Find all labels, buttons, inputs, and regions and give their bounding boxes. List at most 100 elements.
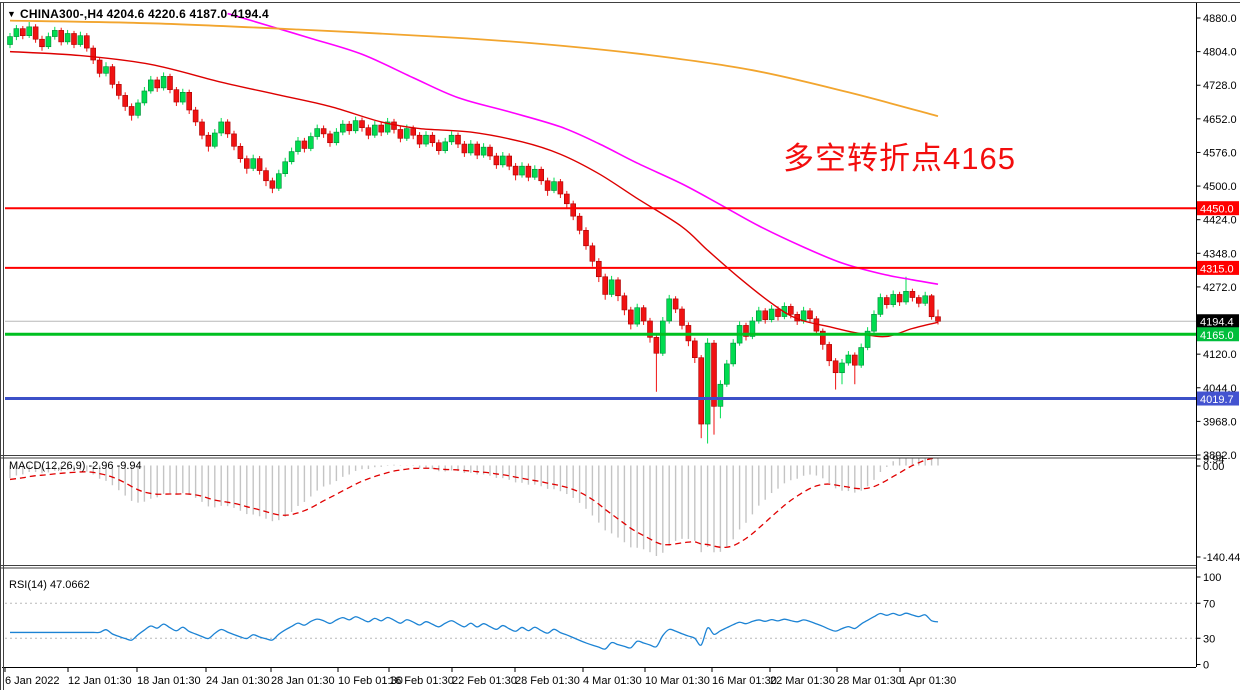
candle-body (570, 203, 577, 217)
candle-body (807, 310, 813, 320)
candle-body (51, 30, 58, 37)
candle-body (359, 120, 365, 128)
svg-text:4194.4: 4194.4 (1200, 317, 1234, 329)
price-tick-label: 4576.0 (1203, 147, 1237, 159)
candle-body (653, 337, 660, 354)
candle-body (551, 181, 557, 191)
candle-body (659, 320, 666, 354)
candle-body (621, 295, 628, 311)
price-tick-label: 4880.0 (1203, 13, 1237, 25)
candle-body (775, 308, 781, 317)
candle-body (122, 95, 128, 107)
candle-body (647, 320, 653, 338)
candle-body (237, 145, 244, 159)
candle-body (397, 129, 404, 139)
candle-body (762, 310, 769, 320)
candle-body (890, 294, 897, 305)
price-badge-4315.0: 4315.0 (1197, 260, 1239, 275)
time-tick-label: 18 Jan 01:30 (137, 675, 201, 687)
candle-body (148, 79, 154, 92)
candle-body (13, 28, 20, 37)
symbol-dropdown-icon[interactable]: ▼ (7, 9, 16, 19)
time-tick-label: 6 Jan 2022 (5, 675, 59, 687)
ma-slow-orange-line (9, 19, 939, 118)
price-tick-label: 4728.0 (1203, 80, 1237, 92)
candle-body (672, 298, 679, 310)
candle-body (915, 297, 922, 304)
time-tick-label: 22 Feb 01:30 (452, 675, 517, 687)
candle-body (576, 215, 583, 231)
time-tick-label: 28 Feb 01:30 (515, 675, 580, 687)
candle-body (307, 136, 314, 149)
svg-text:4165.0: 4165.0 (1200, 330, 1234, 342)
candle-body (512, 165, 519, 176)
macd-signal-line (9, 458, 938, 549)
candle-body (7, 36, 13, 45)
price-tick-label: 4652.0 (1203, 114, 1237, 126)
candle-body (32, 26, 39, 40)
candle-body (186, 92, 192, 111)
macd-histogram (9, 458, 939, 556)
candle-body (384, 121, 391, 133)
candle-body (77, 35, 84, 45)
candle-body (519, 165, 525, 176)
macd-axis-label: 9.94 (1203, 454, 1224, 466)
rsi-axis-label: 30 (1203, 633, 1215, 645)
candle-body (903, 291, 909, 303)
rsi-line (10, 612, 939, 650)
candle-body (615, 279, 621, 297)
candle-body (819, 330, 826, 345)
candle-body (461, 143, 468, 154)
candle-body (96, 59, 103, 74)
candle-body (141, 90, 148, 104)
candle-body (90, 47, 96, 61)
time-tick-label: 12 Jan 01:30 (68, 675, 132, 687)
candle-body (135, 102, 141, 116)
candle-body (506, 155, 513, 167)
candle-body (883, 297, 890, 305)
candle-body (583, 230, 589, 247)
candle-body (167, 76, 173, 90)
candle-body (64, 33, 71, 43)
time-tick-label: 16 Mar 01:30 (712, 675, 777, 687)
price-axis[interactable]: 4880.0 4804.0 4728.0 4652.0 4576.0 4500.0 4424… (1196, 13, 1240, 462)
candle-body (71, 33, 77, 45)
rsi-panel[interactable] (5, 602, 1196, 650)
price-tick-label: 4500.0 (1203, 181, 1237, 193)
time-tick-label: 22 Mar 01:30 (770, 675, 835, 687)
candle-body (666, 298, 673, 322)
candle-body (327, 133, 333, 144)
price-tick-label: 3968.0 (1203, 416, 1237, 428)
rsi-axis-label: 0 (1203, 660, 1209, 672)
macd-axis[interactable]: 9.940.00 -140.44 (1196, 454, 1240, 564)
candle-body (723, 363, 730, 385)
time-tick-label: 4 Mar 01:30 (583, 675, 642, 687)
candle-body (595, 260, 602, 278)
candle-body (602, 276, 609, 295)
main-price-panel[interactable] (5, 12, 1196, 444)
candle-body (743, 325, 749, 337)
time-axis[interactable]: 6 Jan 2022 12 Jan 01:30 18 Jan 01:30 24 Jan… (2, 667, 1196, 688)
candle-body (698, 357, 705, 425)
macd-axis-label: -140.44 (1203, 552, 1240, 564)
candle-body (755, 310, 762, 322)
candle-body (39, 38, 45, 48)
candle-body (627, 309, 634, 325)
candle-body (288, 151, 295, 163)
rsi-axis[interactable]: 100 70 30 0 (1196, 572, 1222, 672)
candle-body (192, 109, 199, 123)
candle-body (640, 307, 647, 322)
candle-body (173, 89, 180, 103)
rsi-axis-label: 70 (1203, 598, 1215, 610)
candle-body (116, 84, 122, 96)
macd-panel[interactable] (9, 450, 939, 556)
price-tick-label: 4272.0 (1203, 282, 1237, 294)
candle-body (442, 141, 449, 151)
candle-body (84, 35, 90, 49)
price-tick-label: 4120.0 (1203, 349, 1237, 361)
candle-body (877, 297, 884, 315)
candle-body (467, 143, 474, 154)
price-tick-label: 4804.0 (1203, 47, 1237, 59)
candle-body (19, 28, 26, 36)
